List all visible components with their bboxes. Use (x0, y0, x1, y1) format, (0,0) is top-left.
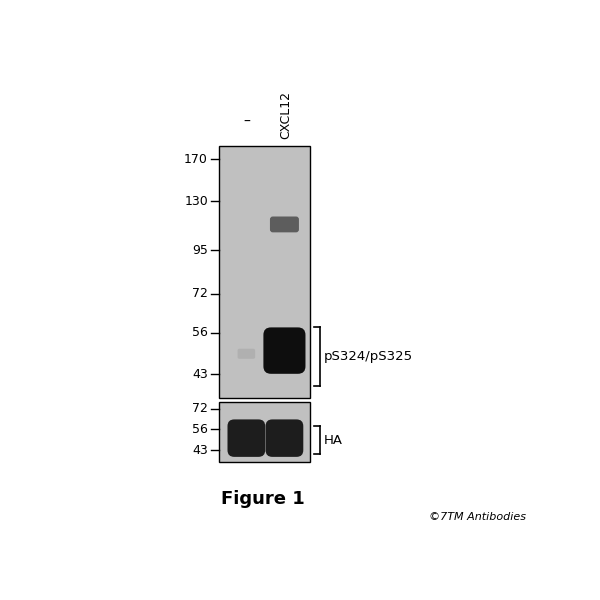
FancyBboxPatch shape (263, 328, 305, 374)
Text: 170: 170 (184, 152, 208, 166)
Text: CXCL12: CXCL12 (280, 91, 292, 139)
FancyBboxPatch shape (227, 419, 265, 457)
Text: –: – (243, 115, 250, 129)
Text: 43: 43 (192, 444, 208, 457)
Text: 56: 56 (192, 326, 208, 340)
Bar (219, 403, 310, 463)
Text: 43: 43 (192, 368, 208, 380)
Text: Figure 1: Figure 1 (221, 490, 305, 508)
Text: pS324/pS325: pS324/pS325 (324, 350, 413, 363)
Text: ©7TM Antibodies: ©7TM Antibodies (429, 512, 526, 523)
Text: HA: HA (324, 434, 343, 446)
Text: 130: 130 (184, 194, 208, 208)
Bar (219, 146, 310, 398)
FancyBboxPatch shape (270, 217, 299, 232)
Text: 72: 72 (192, 287, 208, 300)
FancyBboxPatch shape (266, 419, 303, 457)
Text: 56: 56 (192, 422, 208, 436)
Text: 95: 95 (192, 244, 208, 257)
FancyBboxPatch shape (238, 349, 255, 359)
Text: 72: 72 (192, 402, 208, 415)
